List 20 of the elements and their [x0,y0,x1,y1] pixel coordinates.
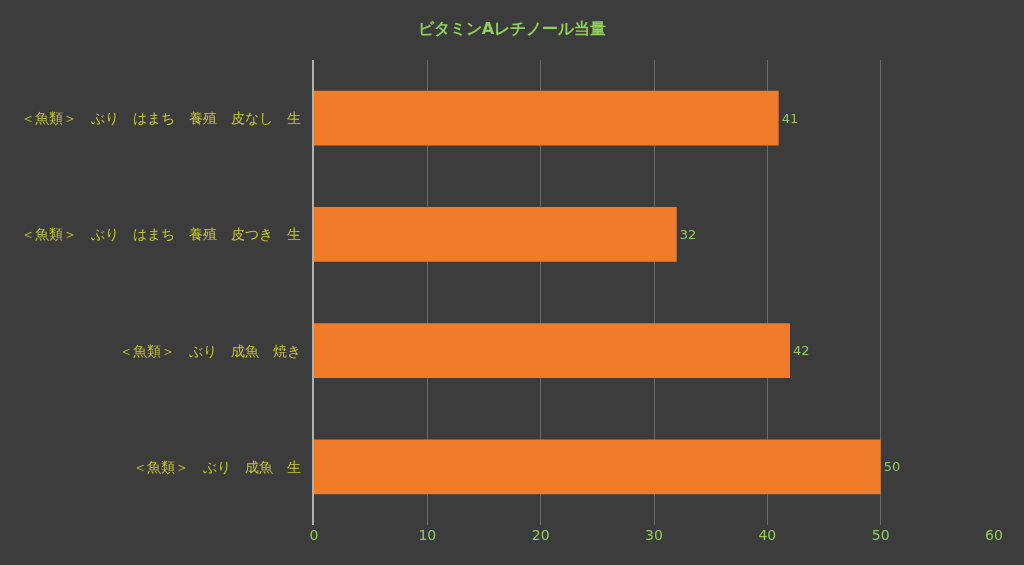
chart-title: ビタミンAレチノール当量 [417,18,607,38]
data-label: 32 [679,226,697,242]
x-tick-label: 20 [531,527,550,543]
data-label: 42 [793,343,810,359]
data-label: 50 [883,459,901,475]
data-label: 41 [781,110,799,126]
x-tick-label: 30 [645,527,663,543]
bar [314,90,779,146]
x-tick-label: 40 [758,527,777,543]
bar [314,207,677,262]
x-tick-label: 60 [985,527,1003,543]
x-tick-label: 0 [309,527,319,543]
bar [314,323,790,378]
y-tick-label: ＜魚類＞ ぶり はまち 養殖 皮つき 生 [21,226,302,243]
x-tick-label: 50 [871,527,890,543]
bar [314,439,881,495]
x-tick-label: 10 [418,527,437,543]
y-tick-label: ＜魚類＞ ぶり 成魚 生 [133,458,302,475]
y-tick-label: ＜魚類＞ ぶり はまち 養殖 皮なし 生 [21,110,302,127]
y-tick-label: ＜魚類＞ ぶり 成魚 焼き [119,342,302,359]
